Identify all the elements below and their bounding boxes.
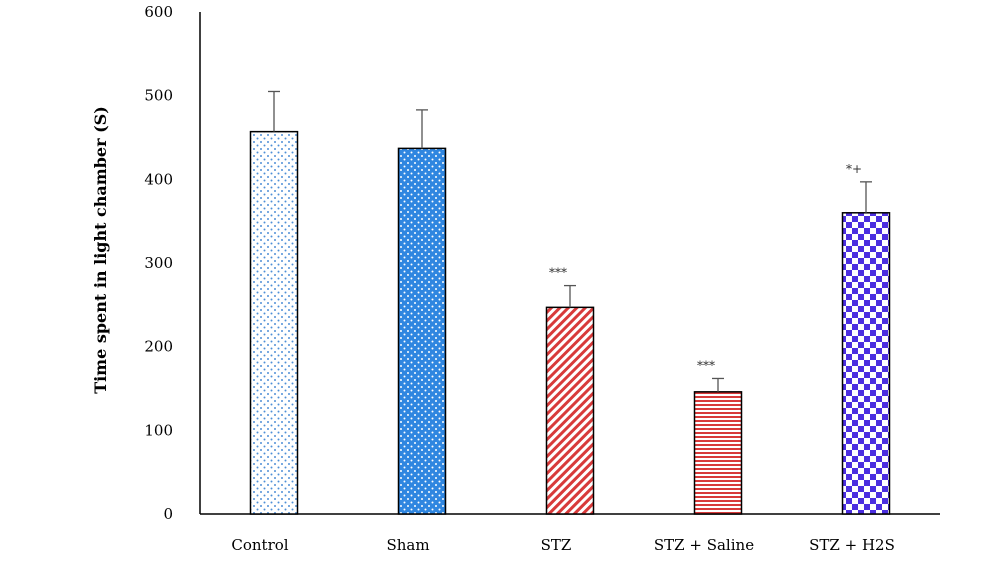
bars <box>249 130 891 515</box>
bar-sham <box>397 147 447 515</box>
y-axis: 0 100 200 300 400 500 600 <box>144 3 201 523</box>
bar-stz-saline <box>693 391 743 515</box>
category-label: STZ + H2S <box>809 536 895 554</box>
category-label: STZ <box>541 536 572 554</box>
y-tick-label: 0 <box>163 505 173 523</box>
significance-label: *** <box>697 358 715 372</box>
category-label: Sham <box>386 536 429 554</box>
y-tick-labels: 0 100 200 300 400 500 600 <box>144 3 173 523</box>
y-tick-label: 400 <box>144 170 173 188</box>
bar-stz <box>545 306 595 515</box>
bar-stz-h2s <box>841 212 891 515</box>
category-labels: Control Sham STZ STZ + Saline STZ + H2S <box>231 536 894 554</box>
significance-label: *+ <box>846 162 862 176</box>
y-axis-label: Time spent in light chamber (S) <box>91 106 110 394</box>
significance-label: *** <box>549 266 567 280</box>
error-bars <box>268 90 872 392</box>
y-tick-label: 200 <box>144 338 173 356</box>
significance-labels: *** *** *+ <box>549 162 862 373</box>
y-tick-label: 500 <box>144 87 173 105</box>
category-label: STZ + Saline <box>654 536 754 554</box>
bar-control <box>249 130 299 515</box>
y-tick-label: 600 <box>144 3 173 21</box>
y-tick-label: 100 <box>144 421 173 439</box>
category-label: Control <box>231 536 288 554</box>
y-tick-label: 300 <box>144 254 173 272</box>
